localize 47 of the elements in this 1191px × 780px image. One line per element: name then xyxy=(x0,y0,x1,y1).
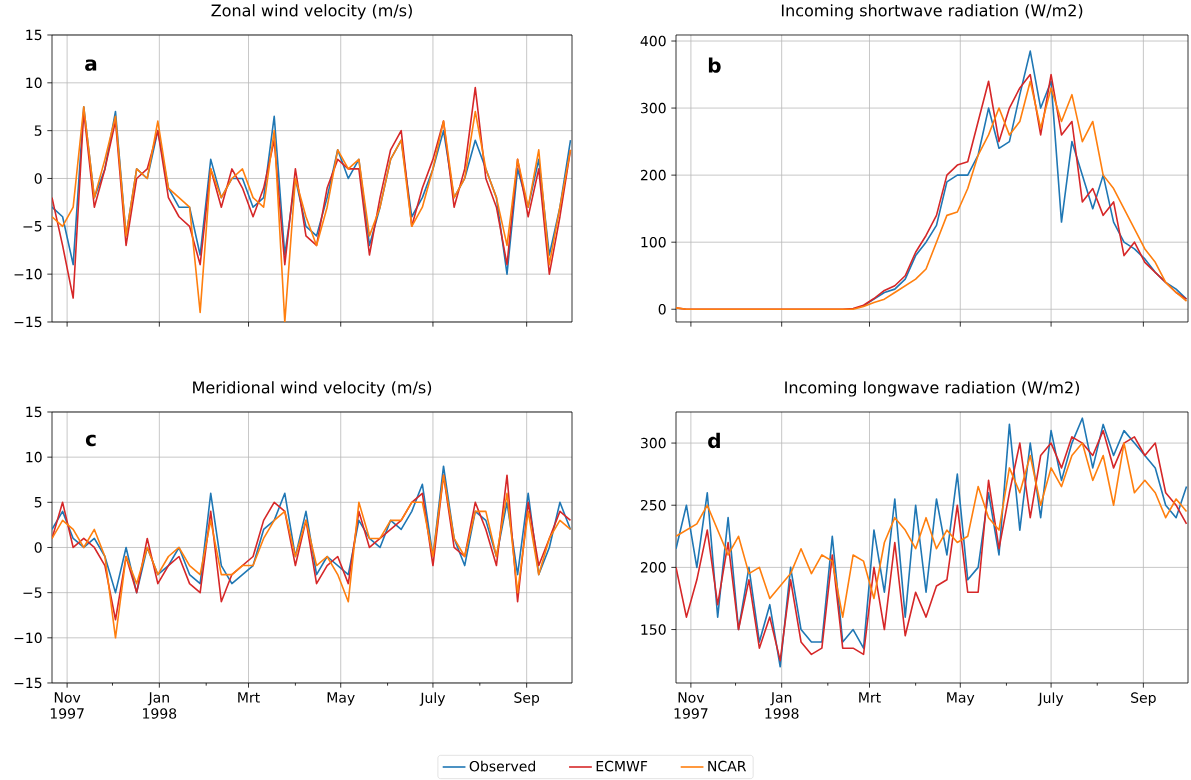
y-tick-label: 5 xyxy=(34,497,42,508)
y-tick-label: −15 xyxy=(14,677,42,689)
annotation: c xyxy=(85,434,96,447)
y-tick-label: −5 xyxy=(23,587,42,598)
x-tick-label: Mrt xyxy=(859,692,881,703)
legend-label: Observed xyxy=(469,760,535,772)
x-tick-label: May xyxy=(327,692,355,706)
x-tick-label: Nov 1997 xyxy=(674,692,708,719)
annotation: b xyxy=(708,57,721,73)
chart-title: Incoming longwave radiation (W/m2) xyxy=(785,381,1080,397)
y-tick-label: 400 xyxy=(640,35,666,47)
x-tick-label: Sep xyxy=(1131,692,1156,706)
x-tick-label: July xyxy=(1037,692,1064,706)
y-tick-label: 0 xyxy=(34,173,42,184)
x-tick-label: Sep xyxy=(514,692,540,706)
y-tick-label: 300 xyxy=(640,437,666,449)
y-tick-label: 5 xyxy=(34,125,42,136)
y-tick-label: 100 xyxy=(641,236,666,248)
y-tick-label: −15 xyxy=(14,316,42,328)
x-tick-label: May xyxy=(947,692,975,706)
y-tick-label: 10 xyxy=(26,451,42,463)
y-tick-label: 15 xyxy=(26,29,42,41)
x-tick-label: Nov 1997 xyxy=(50,692,84,719)
chart-title: Zonal wind velocity (m/s) xyxy=(211,4,412,20)
line-series xyxy=(52,86,572,299)
x-tick-label: Jan 1998 xyxy=(765,692,799,719)
y-tick-label: 0 xyxy=(34,542,42,553)
y-tick-label: 150 xyxy=(641,624,666,635)
y-tick-label: 0 xyxy=(658,303,666,315)
legend-label: ECMWF xyxy=(596,760,648,772)
annotation: a xyxy=(85,59,97,71)
x-tick-label: Mrt xyxy=(238,692,260,703)
chart-title: Incoming shortwave radiation (W/m2) xyxy=(781,4,1083,20)
y-tick-label: 200 xyxy=(640,169,666,181)
y-tick-label: 300 xyxy=(640,102,666,114)
y-tick-label: 250 xyxy=(640,499,666,511)
chart-title: Meridional wind velocity (m/s) xyxy=(193,381,432,397)
y-tick-label: −10 xyxy=(14,632,42,644)
legend-label: NCAR xyxy=(708,760,747,772)
y-tick-label: 200 xyxy=(640,562,666,573)
y-tick-label: −5 xyxy=(23,221,42,232)
annotation: d xyxy=(708,432,720,449)
y-tick-label: −10 xyxy=(14,268,42,280)
x-tick-label: Jan 1998 xyxy=(143,692,177,719)
y-tick-label: 10 xyxy=(26,77,42,89)
x-tick-label: July xyxy=(419,692,446,706)
y-tick-label: 15 xyxy=(26,406,42,418)
